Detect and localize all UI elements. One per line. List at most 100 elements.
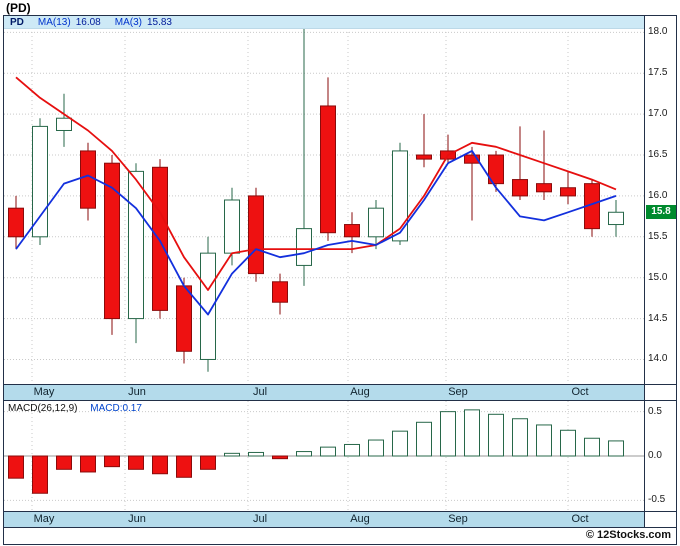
month-label: Sep <box>448 386 468 398</box>
candle-up <box>128 170 144 320</box>
macd-bar-positive <box>464 409 480 457</box>
price-pane: PD MA(13) 16.08 MA(3) 15.83 15.8 18.0 17.… <box>4 16 676 384</box>
macd-axis-label: -0.5 <box>648 494 666 506</box>
macd-plot: MACD(26,12,9) MACD:0.17 <box>4 401 644 511</box>
macd-chart <box>4 401 644 511</box>
candle-down <box>320 105 336 234</box>
candle-down <box>8 207 24 238</box>
month-label: Sep <box>448 513 468 525</box>
macd-axis: 0.5 0.0 -0.5 <box>644 401 676 511</box>
macd-bar-positive <box>512 418 528 457</box>
price-axis-label: 14.5 <box>648 312 668 324</box>
month-axis-bottom: May Jun Jul Aug Sep Oct <box>4 511 676 528</box>
price-axis-label: 15.0 <box>648 271 668 283</box>
candle-down <box>464 154 480 164</box>
candle-down <box>80 150 96 209</box>
macd-axis-label: 0.0 <box>648 450 662 461</box>
macd-bar-negative <box>32 455 48 494</box>
ma3-label: MA(3) <box>114 16 142 28</box>
macd-bar-positive <box>320 446 336 457</box>
month-label: Aug <box>350 513 370 525</box>
macd-current-value: MACD:0.17 <box>90 403 142 414</box>
candle-down <box>152 166 168 311</box>
macd-bar-negative <box>176 455 192 478</box>
candle-up <box>224 199 240 254</box>
candle-down <box>488 154 504 185</box>
macd-bar-positive <box>440 411 456 457</box>
price-axis-label: 18.0 <box>648 26 668 38</box>
macd-bar-negative <box>128 455 144 470</box>
axis-gap <box>644 512 676 527</box>
macd-bar-positive <box>392 430 408 457</box>
macd-pane: MACD(26,12,9) MACD:0.17 0.5 0.0 -0.5 <box>4 401 676 511</box>
ma13-label: MA(13) <box>37 16 71 28</box>
candle-down <box>104 162 120 320</box>
main-chart-legend: PD MA(13) 16.08 MA(3) 15.83 <box>4 16 644 29</box>
month-label: Oct <box>571 386 589 398</box>
candle-down <box>416 154 432 160</box>
macd-bar-negative <box>80 455 96 473</box>
candle-down <box>248 195 264 275</box>
price-axis-label: 14.0 <box>648 353 668 365</box>
footer: © 12Stocks.com <box>4 528 676 544</box>
month-label: Oct <box>571 513 589 525</box>
month-label: Aug <box>350 386 370 398</box>
macd-params-label: MACD(26,12,9) <box>8 403 78 414</box>
price-axis-label: 17.5 <box>648 67 668 79</box>
macd-bar-negative <box>56 455 72 470</box>
macd-bar-positive <box>344 443 360 457</box>
month-axis-top: May Jun Jul Aug Sep Oct <box>4 384 676 401</box>
price-axis: 15.8 18.0 17.5 17.0 16.5 16.0 15.5 15.0 14.5 14.… <box>644 16 676 384</box>
macd-axis-label: 0.5 <box>648 405 662 417</box>
candle-down <box>272 281 288 303</box>
macd-bar-positive <box>224 452 240 457</box>
macd-bar-positive <box>416 421 432 457</box>
symbol-label: PD <box>10 16 24 28</box>
month-label: Jul <box>252 513 268 525</box>
chart-frame: PD MA(13) 16.08 MA(3) 15.83 15.8 18.0 17.… <box>3 15 677 545</box>
macd-bar-negative <box>104 455 120 468</box>
month-label: Jul <box>252 386 268 398</box>
candle-down <box>512 179 528 197</box>
candlestick-plot: PD MA(13) 16.08 MA(3) 15.83 <box>4 16 644 384</box>
macd-bar-positive <box>608 440 624 457</box>
price-axis-label: 15.5 <box>648 230 668 242</box>
ma3-value: 15.83 <box>146 16 172 28</box>
ma-line-ma3 <box>15 149 617 316</box>
candle-up <box>32 125 48 238</box>
last-price-tag: 15.8 <box>646 205 676 220</box>
candle-up <box>56 117 72 131</box>
macd-bar-positive <box>536 424 552 457</box>
macd-legend: MACD(26,12,9) MACD:0.17 <box>8 403 142 414</box>
macd-bar-negative <box>152 455 168 475</box>
macd-bar-positive <box>560 429 576 457</box>
candle-up <box>296 228 312 266</box>
candlestick-chart <box>4 16 644 384</box>
macd-bar-positive <box>368 439 384 457</box>
site-credit-link[interactable]: © 12Stocks.com <box>585 529 671 541</box>
candle-down <box>536 183 552 193</box>
price-axis-label: 17.0 <box>648 108 668 120</box>
price-axis-label: 16.0 <box>648 189 668 201</box>
candle-down <box>344 224 360 238</box>
candle-down <box>176 285 192 352</box>
month-label: May <box>33 386 55 398</box>
macd-bar-positive <box>248 451 264 457</box>
macd-bar-positive <box>488 413 504 457</box>
ticker-title: (PD) <box>6 1 31 15</box>
macd-bar-positive <box>584 437 600 457</box>
price-axis-label: 16.5 <box>648 149 668 161</box>
candle-down <box>560 187 576 197</box>
candle-up <box>368 207 384 238</box>
macd-bar-negative <box>200 455 216 470</box>
candle-up <box>392 150 408 242</box>
macd-bar-positive <box>296 451 312 457</box>
month-label: May <box>33 513 55 525</box>
macd-bar-negative <box>272 455 288 460</box>
axis-gap <box>644 385 676 400</box>
month-label: Jun <box>128 386 146 398</box>
ma13-value: 16.08 <box>75 16 101 28</box>
candle-up <box>608 211 624 226</box>
month-label: Jun <box>128 513 146 525</box>
